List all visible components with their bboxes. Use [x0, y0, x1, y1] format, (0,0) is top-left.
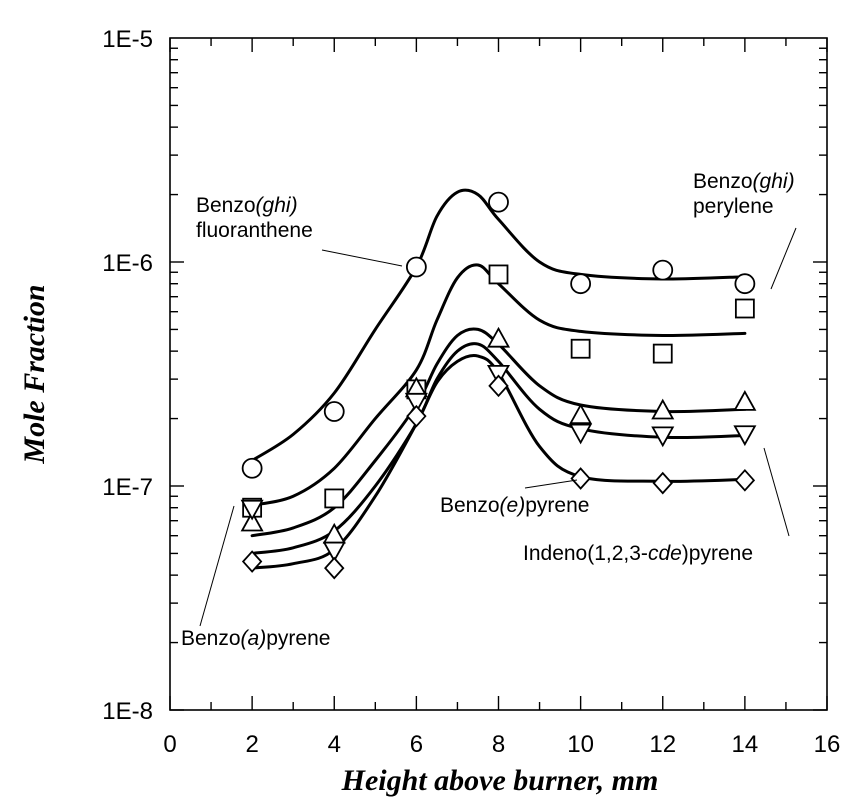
annotation-label: Indeno(1,2,3-cde)pyrene — [523, 542, 753, 565]
data-point-square — [652, 343, 673, 364]
data-point-diamond — [241, 550, 263, 573]
annotation-text: (e) — [500, 494, 526, 517]
data-point-diamond — [734, 468, 756, 492]
annotation-text: (ghi) — [753, 170, 795, 193]
data-point-diamond — [570, 467, 591, 490]
x-tick-label: 14 — [732, 731, 759, 758]
x-tick-label: 2 — [245, 731, 258, 758]
tick-labels: 0 2 4 6 8 10 12 14 16 1E-8 1E-7 1E-6 1E-5 — [102, 26, 840, 758]
data-point-square — [488, 264, 509, 285]
annotation-text: fluoranthene — [196, 219, 313, 242]
annotation-leader — [524, 479, 578, 489]
annotation-leader — [321, 249, 403, 267]
data-point-triangle-up — [240, 510, 264, 532]
y-tick-label: 1E-8 — [102, 698, 153, 725]
y-tick-label: 1E-6 — [102, 250, 153, 277]
data-markers — [240, 191, 757, 580]
data-point-circle — [652, 259, 674, 281]
x-tick-label: 12 — [649, 731, 676, 758]
data-point-triangle-up — [486, 326, 511, 348]
fit-curve-square — [250, 263, 747, 507]
annotation-label: fluoranthene — [196, 219, 313, 242]
y-axis-title: Mole Fraction — [18, 284, 51, 464]
x-tick-label: 16 — [814, 731, 841, 758]
annotation-text: cde — [648, 542, 682, 565]
annotation-text: perylene — [693, 195, 774, 218]
annotation-leaders — [199, 227, 797, 627]
x-tick-label: 6 — [410, 731, 423, 758]
data-point-circle — [570, 273, 592, 295]
annotation-text: pyrene — [525, 494, 589, 517]
x-tick-label: 4 — [328, 731, 341, 758]
annotation-text: (a) — [241, 627, 267, 650]
data-point-triangle-down — [569, 423, 593, 445]
annotation-text: Indeno(1,2,3- — [523, 542, 648, 565]
data-point-triangle-up — [733, 390, 757, 411]
data-point-triangle-up — [322, 522, 346, 544]
annotation-leader — [199, 505, 235, 627]
data-point-circle — [734, 273, 756, 295]
annotations: Benzo(ghi)fluorantheneBenzo(ghi)perylene… — [181, 170, 795, 650]
data-point-triangle-up — [569, 403, 593, 425]
data-point-circle — [323, 401, 345, 422]
y-tick-label: 1E-7 — [102, 474, 153, 501]
annotation-text: )pyrene — [682, 542, 753, 565]
data-point-circle — [405, 256, 427, 278]
annotation-label: Benzo(a)pyrene — [181, 627, 330, 650]
annotation-label: Benzo(ghi) — [196, 194, 298, 217]
y-tick-label: 1E-5 — [102, 26, 153, 53]
data-point-diamond — [488, 374, 509, 398]
x-tick-label: 10 — [567, 731, 594, 758]
x-tick-label: 0 — [163, 731, 176, 758]
annotation-text: (ghi) — [256, 194, 298, 217]
data-point-diamond — [652, 471, 673, 495]
data-point-circle — [241, 457, 263, 479]
data-point-diamond — [324, 556, 345, 580]
x-axis-title: Height above burner, mm — [341, 764, 659, 797]
data-point-triangle-down — [733, 425, 757, 447]
data-point-triangle-up — [651, 398, 675, 420]
annotation-leader — [763, 447, 790, 537]
annotation-label: Benzo(e)pyrene — [440, 494, 589, 517]
data-point-circle — [488, 191, 509, 213]
data-point-square — [324, 488, 345, 509]
data-point-triangle-down — [404, 392, 428, 414]
x-tick-label: 8 — [492, 731, 505, 758]
data-point-square — [570, 338, 591, 359]
data-point-triangle-down — [322, 541, 346, 563]
axis-ticks — [169, 38, 828, 711]
annotation-text: Benzo — [440, 494, 500, 517]
annotation-leader — [770, 227, 797, 290]
fit-curve-circle — [250, 188, 747, 462]
annotation-text: pyrene — [266, 627, 330, 650]
annotation-text: Benzo — [693, 170, 753, 193]
annotation-text: Benzo — [181, 627, 241, 650]
data-point-diamond — [406, 404, 427, 428]
annotation-text: Benzo — [196, 194, 256, 217]
data-point-square — [734, 298, 755, 319]
data-point-triangle-down — [651, 426, 675, 448]
data-point-triangle-down — [240, 499, 264, 521]
annotation-label: Benzo(ghi) — [693, 170, 795, 193]
annotation-label: perylene — [693, 195, 774, 218]
